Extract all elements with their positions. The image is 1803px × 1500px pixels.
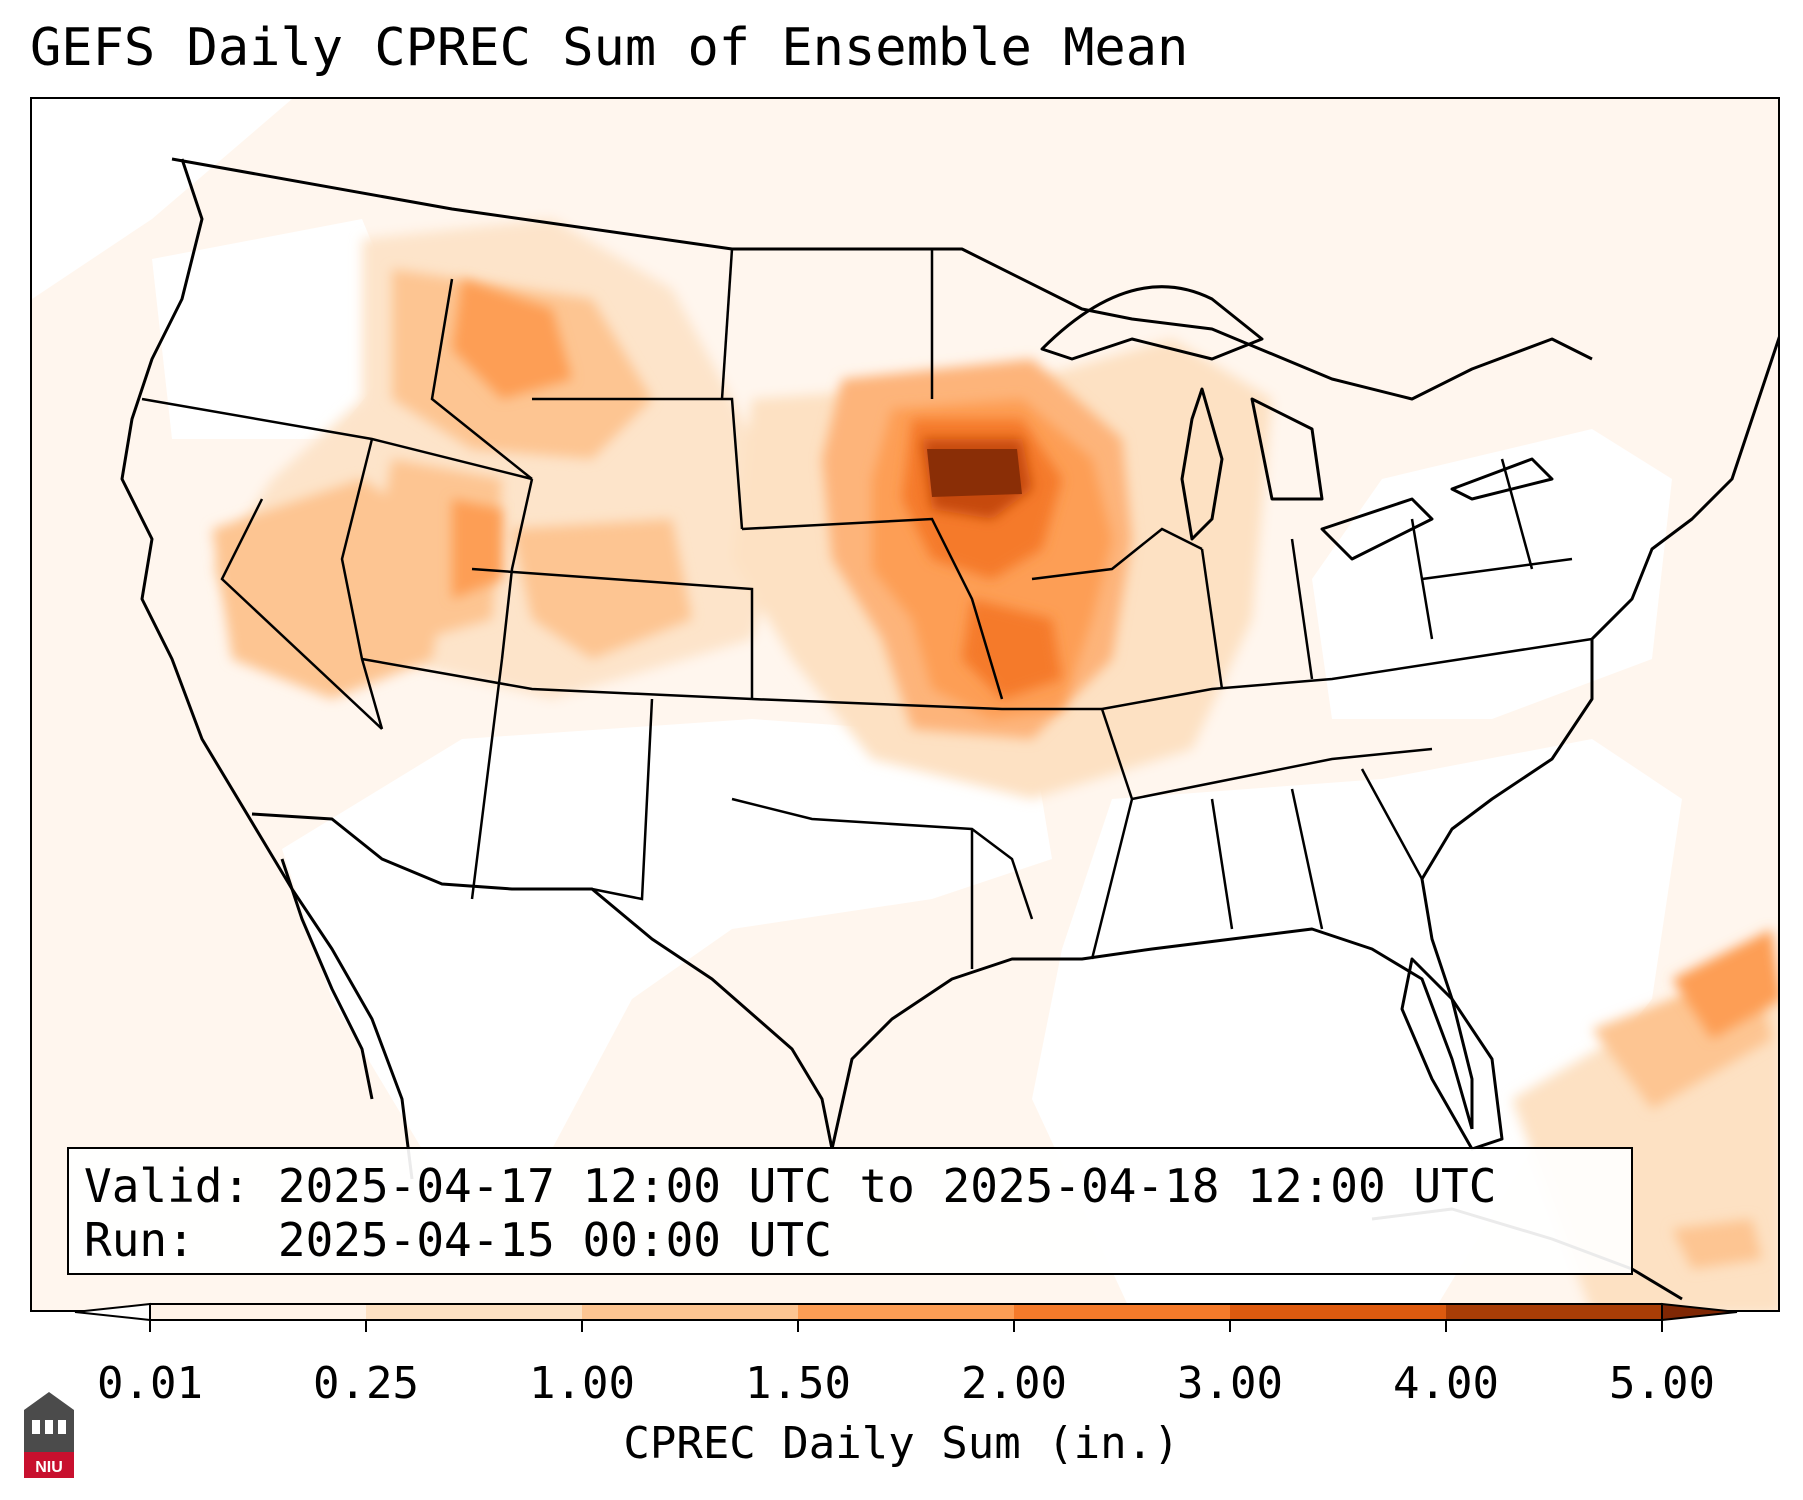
colorbar-tick-label: 1.50 xyxy=(745,1358,851,1409)
colorbar-over-arrow xyxy=(1661,1302,1738,1322)
lake-michigan xyxy=(1180,387,1224,541)
niu-logo: NIU xyxy=(24,1392,74,1478)
colorbar-segment xyxy=(150,1304,367,1320)
run-label: Run: xyxy=(84,1213,195,1267)
colorbar-segment xyxy=(1230,1304,1447,1320)
colorbar-segment xyxy=(798,1304,1015,1320)
colorbar-tick-label: 4.00 xyxy=(1393,1358,1499,1409)
max-precip-area xyxy=(927,449,1022,497)
colorbar xyxy=(74,1302,1738,1332)
pacific-coastline xyxy=(120,158,414,1180)
florida xyxy=(1400,957,1504,1151)
gulf-coastline xyxy=(830,927,1474,1150)
atlantic-coastline xyxy=(1420,336,1778,1129)
lake-erie xyxy=(1320,497,1434,561)
run-value: 2025-04-15 00:00 UTC xyxy=(277,1213,832,1267)
colorbar-segment xyxy=(366,1304,583,1320)
valid-label: Valid: xyxy=(84,1159,251,1213)
colorbar-segment xyxy=(1446,1304,1663,1320)
us-canada-border xyxy=(171,157,1593,401)
state-borders xyxy=(141,248,1593,969)
lake-superior xyxy=(1040,285,1264,361)
run-row: Run: 2025-04-15 00:00 UTC xyxy=(84,1213,1631,1267)
colorbar-tick-label: 0.01 xyxy=(97,1358,203,1409)
precipitation-map xyxy=(30,97,1780,1312)
colorbar-under-arrow xyxy=(74,1302,151,1322)
boundaries xyxy=(120,157,1778,1301)
colorbar-tick-label: 2.00 xyxy=(961,1358,1067,1409)
lake-huron xyxy=(1250,397,1324,501)
colorbar-segment xyxy=(582,1304,799,1320)
colorbar-segment xyxy=(1014,1304,1231,1320)
colorbar-label: CPREC Daily Sum (in.) xyxy=(623,1418,1180,1469)
colorbar-tick-label: 5.00 xyxy=(1609,1358,1715,1409)
map-canvas xyxy=(32,99,1778,1310)
map-title: GEFS Daily CPREC Sum of Ensemble Mean xyxy=(30,18,1189,78)
colorbar-tick-label: 1.00 xyxy=(529,1358,635,1409)
logo-text: NIU xyxy=(35,1459,63,1476)
colorbar-tick-label: 0.25 xyxy=(313,1358,419,1409)
valid-time-box: Valid: 2025-04-17 12:00 UTC to 2025-04-1… xyxy=(67,1147,1633,1275)
valid-value: 2025-04-17 12:00 UTC to 2025-04-18 12:00… xyxy=(277,1159,1497,1213)
heavy-precip-area xyxy=(452,279,572,399)
colorbar-tick-label: 3.00 xyxy=(1177,1358,1283,1409)
valid-row: Valid: 2025-04-17 12:00 UTC to 2025-04-1… xyxy=(84,1159,1631,1213)
